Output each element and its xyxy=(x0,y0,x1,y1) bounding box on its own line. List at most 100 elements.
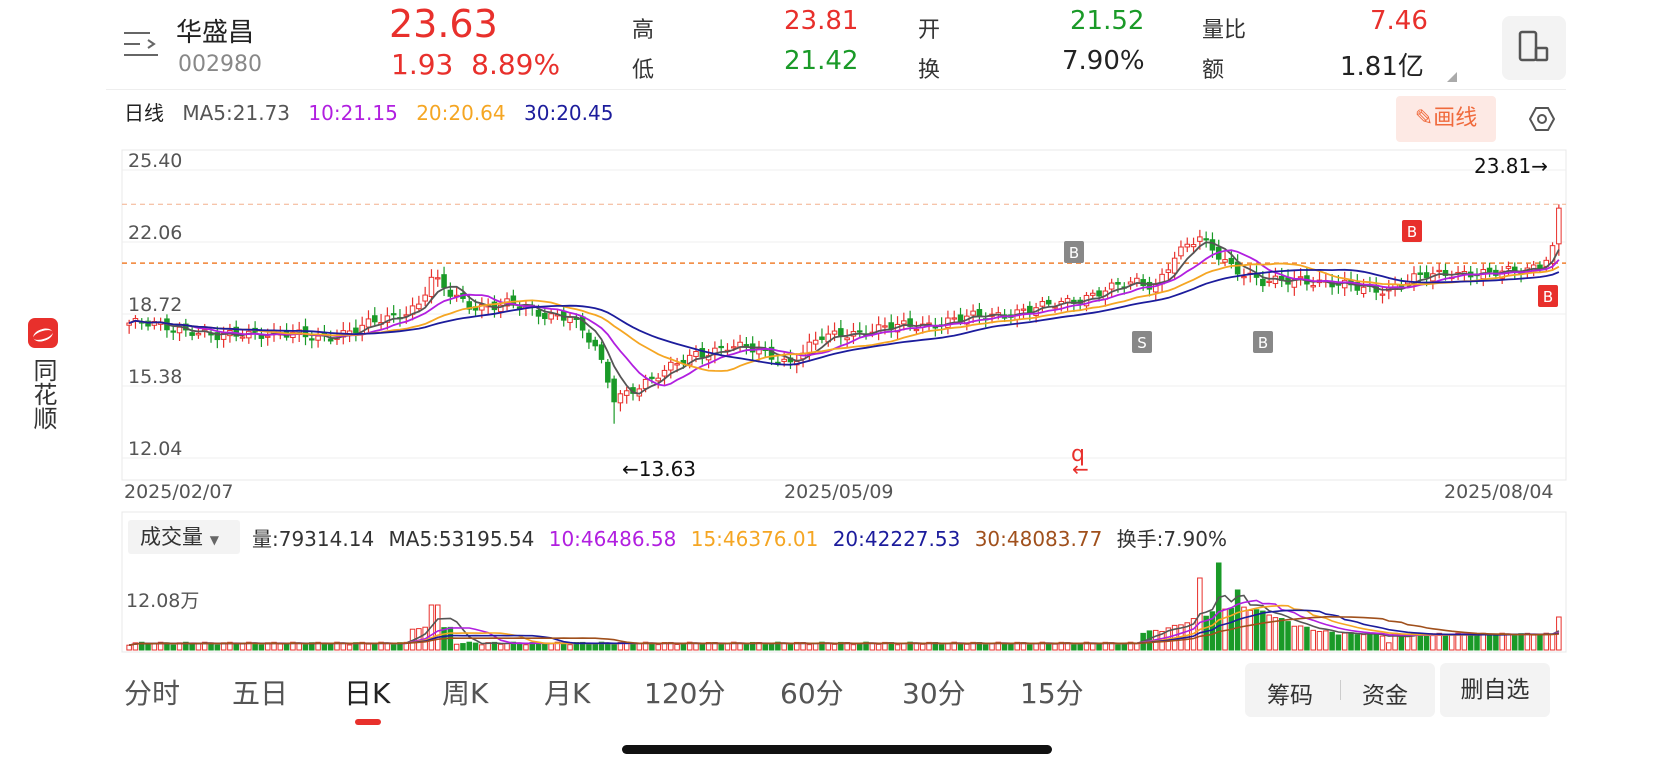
candle-body xyxy=(1228,257,1235,265)
candle-body xyxy=(1096,290,1102,297)
volume-bar xyxy=(1203,615,1209,651)
price-axis-label: 22.06 xyxy=(128,222,182,244)
candle-body xyxy=(1115,281,1121,285)
volume-bar xyxy=(1272,617,1279,651)
volume-bar xyxy=(586,643,592,651)
ma30-line xyxy=(128,268,1560,366)
tab-60min[interactable]: 60分 xyxy=(780,677,844,710)
candle-body xyxy=(718,345,724,349)
volume-bar xyxy=(825,642,832,651)
remove-watchlist-button[interactable]: 删自选 xyxy=(1440,663,1550,717)
volume-bar xyxy=(479,644,485,651)
volume-bar xyxy=(372,643,378,651)
menu-icon[interactable] xyxy=(124,29,158,59)
candle-body xyxy=(1556,207,1562,245)
candle-body xyxy=(434,277,441,280)
sidebar-brand[interactable]: 同花顺 xyxy=(26,318,60,430)
candle-body xyxy=(372,315,378,323)
caret-down-icon: ▼ xyxy=(209,533,219,547)
expand-corner-icon[interactable] xyxy=(1447,72,1457,82)
candle-body xyxy=(145,320,151,327)
volume-bar xyxy=(1291,625,1298,651)
stat-value-low: 21.42 xyxy=(784,46,859,76)
candle-body xyxy=(1297,276,1304,279)
draw-line-button[interactable]: ✎画线 xyxy=(1396,96,1496,142)
landscape-toggle-button[interactable] xyxy=(1502,16,1566,80)
volume-bar xyxy=(957,643,964,651)
tab-30min[interactable]: 30分 xyxy=(902,677,966,710)
vol-ma30-line xyxy=(128,616,1559,646)
stat-value-volume-ratio: 7.46 xyxy=(1370,6,1428,36)
tab-monthly-k[interactable]: 月K xyxy=(544,677,591,710)
volume-bar xyxy=(674,643,680,651)
volume-legend: 量:79314.14 MA5:53195.54 10:46486.58 15:4… xyxy=(252,523,1235,552)
volume-bar xyxy=(1423,635,1430,651)
volume-bar xyxy=(693,642,699,651)
tab-five-day[interactable]: 五日 xyxy=(232,677,289,710)
volume-bar xyxy=(1260,610,1266,651)
volume-bar xyxy=(151,643,158,651)
volume-bar xyxy=(1266,614,1272,651)
volume-bar xyxy=(1090,643,1096,651)
candle-body xyxy=(315,335,321,341)
date-start: 2025/02/07 xyxy=(124,481,234,503)
candle-body xyxy=(1127,281,1134,285)
volume-bar xyxy=(126,644,132,651)
tab-daily-k[interactable]: 日K xyxy=(344,677,391,710)
indicator-selector[interactable]: 成交量 ▼ xyxy=(128,520,240,554)
volume-bar xyxy=(605,642,611,651)
volume-bar xyxy=(1354,634,1361,651)
volume-bar xyxy=(1285,621,1291,651)
volume-bar xyxy=(806,644,813,651)
stat-label-amount: 额 xyxy=(1202,58,1225,83)
candle-body xyxy=(1178,246,1184,257)
volume-bar xyxy=(1052,643,1058,651)
candle-body xyxy=(1234,261,1241,275)
volume-bar xyxy=(1486,634,1493,651)
chips-button[interactable]: 筹码 xyxy=(1267,683,1313,709)
candle-body xyxy=(1241,276,1247,279)
tab-120min[interactable]: 120分 xyxy=(644,677,726,710)
volume-bar xyxy=(1127,641,1134,651)
volume-bar xyxy=(1278,618,1285,651)
volume-bar xyxy=(781,642,787,651)
candle-body xyxy=(819,336,825,340)
volume-bar xyxy=(1430,633,1436,651)
candle-body xyxy=(856,330,863,333)
candle-body xyxy=(831,330,838,335)
brand-text: 同花顺 xyxy=(29,358,57,430)
volume-bar xyxy=(1493,634,1499,651)
candle-body xyxy=(1266,280,1272,283)
candle-body xyxy=(542,312,548,320)
funds-button[interactable]: 资金 xyxy=(1362,683,1408,709)
volume-bar xyxy=(302,644,309,651)
candle-body xyxy=(1171,257,1178,274)
candle-body xyxy=(510,295,517,305)
stat-label-open: 开 xyxy=(918,18,941,43)
volume-bar xyxy=(1379,635,1386,651)
candle-body xyxy=(642,378,649,390)
ma20-value: 20:20.64 xyxy=(416,101,506,125)
candle-body xyxy=(479,303,485,311)
tab-15min[interactable]: 15分 xyxy=(1020,677,1084,710)
volume-bar xyxy=(1323,630,1329,651)
price-axis-label: 25.40 xyxy=(128,150,182,172)
candle-body xyxy=(1209,239,1216,251)
candle-body xyxy=(731,346,737,349)
candle-body xyxy=(441,274,447,288)
volume-axis-label: 12.08万 xyxy=(126,590,200,612)
volume-bar xyxy=(1008,643,1014,651)
candle-body xyxy=(1027,305,1033,313)
chart-settings-icon[interactable] xyxy=(1529,106,1555,132)
tab-weekly-k[interactable]: 周K xyxy=(442,677,489,710)
volume-bar xyxy=(1310,629,1316,651)
volume-bar xyxy=(516,642,523,651)
stat-value-open: 21.52 xyxy=(1070,6,1145,36)
candle-body xyxy=(699,348,706,358)
tab-intraday[interactable]: 分时 xyxy=(124,677,181,710)
stat-label-volume-ratio: 量比 xyxy=(1202,18,1247,43)
candle-body xyxy=(1436,269,1442,273)
volume-bar xyxy=(1335,634,1342,651)
volume-bar xyxy=(919,643,926,651)
